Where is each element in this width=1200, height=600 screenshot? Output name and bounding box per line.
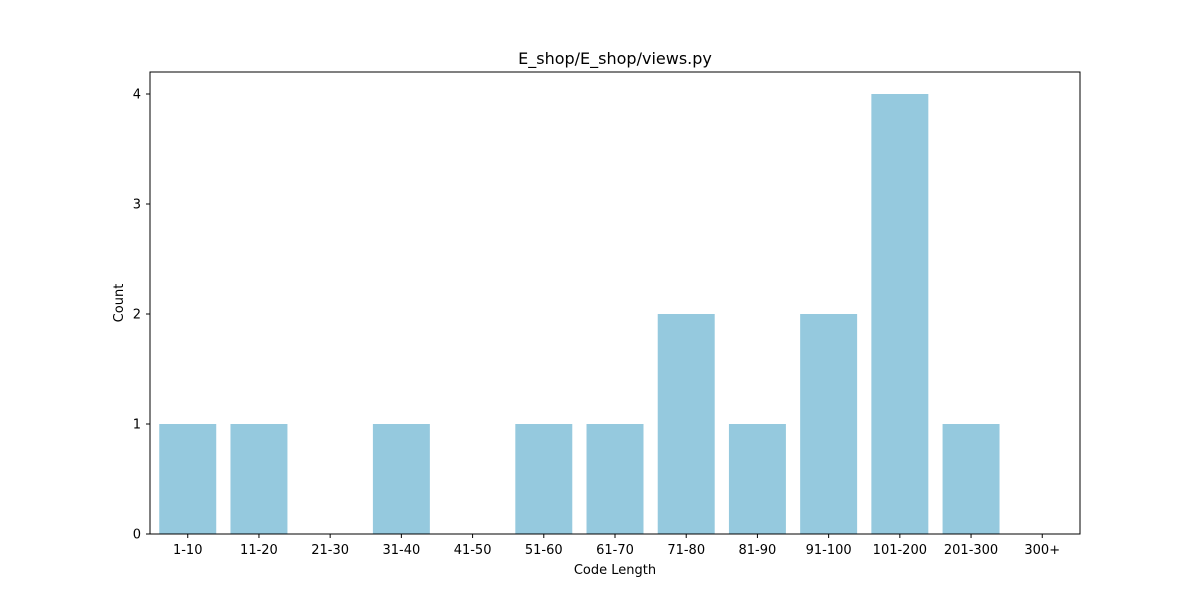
x-tick-label: 201-300 [944, 543, 998, 558]
bar-91-100 [800, 314, 858, 534]
x-tick-label: 101-200 [873, 543, 927, 558]
bar-11-20 [230, 424, 288, 534]
x-tick-label: 21-30 [311, 543, 349, 558]
y-axis-label: Count [112, 284, 127, 323]
bar-81-90 [728, 424, 786, 534]
y-tick-label: 3 [133, 198, 141, 213]
x-tick-label: 1-10 [173, 543, 203, 558]
bar-201-300 [942, 424, 1000, 534]
x-tick-label: 61-70 [596, 543, 634, 558]
bar-1-10 [159, 424, 217, 534]
x-tick-label: 41-50 [454, 543, 492, 558]
x-axis-ticks: 1-10 11-20 21-30 31-40 41-50 51-60 61-70 71-80 8… [173, 534, 1060, 558]
x-axis-label: Code Length [574, 563, 656, 578]
bars-group [159, 94, 1000, 534]
y-tick-label: 0 [133, 528, 141, 543]
x-tick-label: 71-80 [667, 543, 705, 558]
bar-51-60 [515, 424, 573, 534]
x-tick-label: 300+ [1024, 543, 1060, 558]
bar-61-70 [586, 424, 644, 534]
y-axis-ticks: 0 1 2 3 4 [133, 88, 150, 543]
bar-101-200 [871, 94, 929, 534]
x-tick-label: 31-40 [382, 543, 420, 558]
bar-71-80 [657, 314, 715, 534]
y-tick-label: 1 [133, 418, 141, 433]
x-tick-label: 51-60 [525, 543, 563, 558]
x-tick-label: 91-100 [806, 543, 852, 558]
y-tick-label: 2 [133, 308, 141, 323]
y-tick-label: 4 [133, 88, 141, 103]
x-tick-label: 81-90 [739, 543, 777, 558]
x-tick-label: 11-20 [240, 543, 278, 558]
bar-31-40 [372, 424, 430, 534]
chart-title: E_shop/E_shop/views.py [518, 49, 712, 69]
